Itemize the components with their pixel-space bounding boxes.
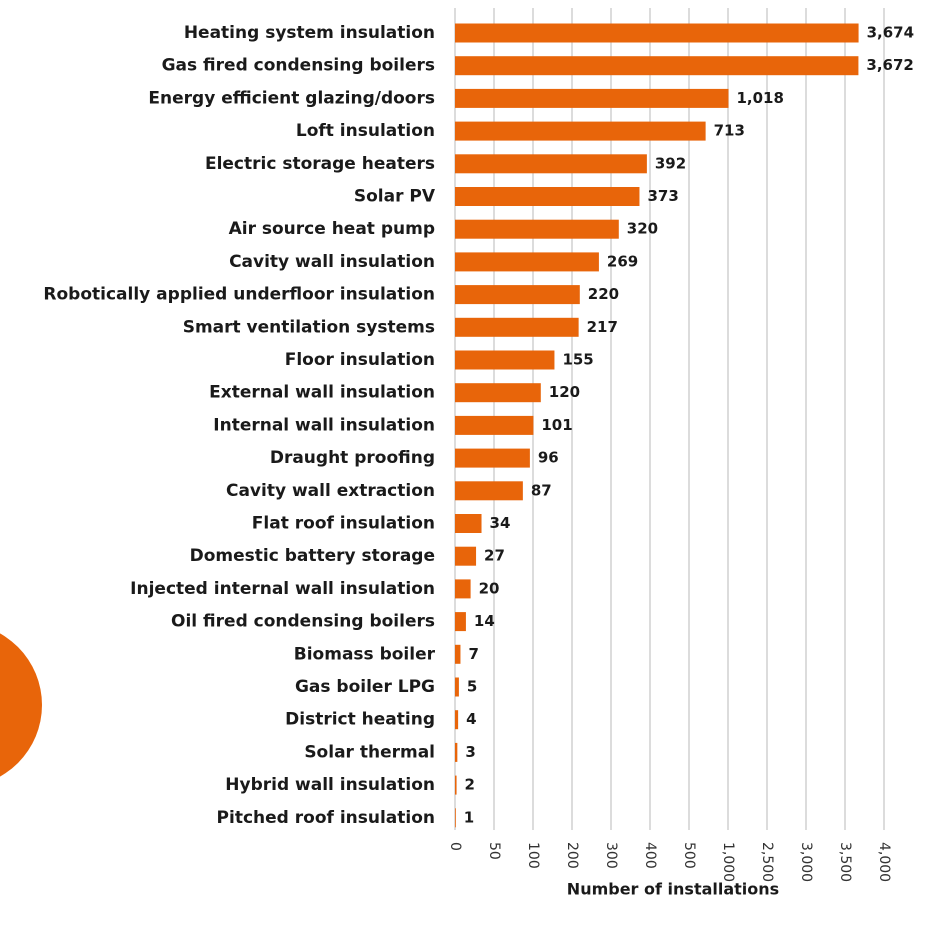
bar bbox=[455, 742, 458, 762]
category-label: Domestic battery storage bbox=[190, 546, 435, 566]
category-label: Heating system insulation bbox=[184, 23, 435, 43]
bar bbox=[455, 23, 859, 43]
x-tick-label: 3,000 bbox=[798, 842, 814, 882]
x-tick-label: 1,000 bbox=[720, 842, 736, 882]
category-label: Gas boiler LPG bbox=[295, 677, 435, 697]
category-label: Floor insulation bbox=[285, 350, 435, 370]
data-label: 269 bbox=[607, 252, 638, 270]
bar bbox=[455, 775, 457, 795]
data-label: 101 bbox=[541, 416, 572, 434]
bar bbox=[455, 350, 555, 370]
bar bbox=[455, 383, 541, 403]
x-axis-title: Number of installations bbox=[567, 880, 779, 899]
category-label: Oil fired condensing boilers bbox=[171, 612, 435, 632]
data-label: 27 bbox=[484, 547, 505, 565]
data-label: 155 bbox=[562, 351, 593, 369]
bar bbox=[455, 219, 619, 239]
bar bbox=[455, 285, 580, 305]
x-tick-label: 500 bbox=[681, 842, 697, 869]
data-label: 1 bbox=[464, 808, 474, 826]
category-label: District heating bbox=[285, 710, 435, 730]
x-tick-label: 100 bbox=[525, 842, 541, 869]
bar bbox=[455, 579, 471, 599]
data-label: 217 bbox=[587, 318, 618, 336]
category-label: Gas fired condensing boilers bbox=[162, 56, 435, 76]
bar bbox=[455, 187, 640, 206]
bar bbox=[455, 612, 466, 632]
data-label: 96 bbox=[538, 449, 559, 467]
x-tick-label: 0 bbox=[447, 842, 463, 851]
category-label: Internal wall insulation bbox=[213, 415, 435, 435]
x-tick-label: 300 bbox=[603, 842, 619, 869]
x-tick-label: 400 bbox=[642, 842, 658, 869]
bar bbox=[455, 415, 534, 435]
data-label: 3 bbox=[465, 743, 475, 761]
data-label: 373 bbox=[647, 187, 678, 205]
category-label: Electric storage heaters bbox=[205, 154, 435, 174]
category-label: Flat roof insulation bbox=[252, 514, 435, 534]
category-label: Air source heat pump bbox=[229, 219, 435, 239]
data-label: 3,672 bbox=[866, 56, 913, 74]
category-label: Solar thermal bbox=[304, 742, 435, 762]
data-label: 2 bbox=[465, 776, 475, 794]
bar bbox=[455, 481, 523, 501]
x-tick-label: 2,500 bbox=[759, 842, 775, 882]
category-label: Smart ventilation systems bbox=[183, 317, 435, 337]
x-tick-label: 3,500 bbox=[837, 842, 853, 882]
data-label: 20 bbox=[479, 579, 500, 597]
bar bbox=[455, 88, 729, 108]
category-label: Pitched roof insulation bbox=[217, 808, 435, 828]
data-label: 4 bbox=[466, 710, 476, 728]
data-label: 713 bbox=[714, 122, 745, 140]
bar bbox=[455, 677, 459, 697]
bar bbox=[455, 121, 706, 141]
bar bbox=[455, 317, 579, 337]
x-tick-label: 200 bbox=[564, 842, 580, 869]
category-label: Cavity wall extraction bbox=[226, 481, 435, 501]
x-tick-label: 4,000 bbox=[876, 842, 892, 882]
data-label: 5 bbox=[467, 678, 477, 696]
data-label: 34 bbox=[490, 514, 511, 532]
category-label: Cavity wall insulation bbox=[229, 252, 435, 272]
data-label: 14 bbox=[474, 612, 495, 630]
bar bbox=[455, 808, 456, 828]
data-label: 3,674 bbox=[867, 24, 914, 42]
category-label: Loft insulation bbox=[296, 121, 435, 141]
bar bbox=[455, 448, 530, 468]
category-label: Biomass boiler bbox=[294, 644, 436, 664]
category-label: Energy efficient glazing/doors bbox=[148, 88, 435, 108]
bar bbox=[455, 710, 459, 730]
data-label: 7 bbox=[468, 645, 478, 663]
x-tick-label: 50 bbox=[486, 842, 502, 860]
bar bbox=[455, 56, 859, 76]
data-label: 320 bbox=[627, 220, 658, 238]
category-label: External wall insulation bbox=[209, 383, 435, 403]
data-label: 392 bbox=[655, 154, 686, 172]
category-label: Draught proofing bbox=[270, 448, 435, 468]
data-label: 1,018 bbox=[736, 89, 783, 107]
category-label: Solar PV bbox=[354, 187, 436, 207]
data-label: 87 bbox=[531, 481, 552, 499]
bar bbox=[455, 154, 647, 174]
category-label: Hybrid wall insulation bbox=[225, 775, 435, 795]
category-label: Robotically applied underfloor insulatio… bbox=[43, 285, 435, 305]
decorative-circle bbox=[0, 633, 42, 777]
bar bbox=[455, 644, 461, 664]
bar bbox=[455, 252, 599, 272]
data-label: 220 bbox=[588, 285, 619, 303]
data-label: 120 bbox=[549, 383, 580, 401]
bar bbox=[455, 514, 482, 533]
bar bbox=[455, 546, 477, 566]
category-label: Injected internal wall insulation bbox=[130, 579, 435, 599]
